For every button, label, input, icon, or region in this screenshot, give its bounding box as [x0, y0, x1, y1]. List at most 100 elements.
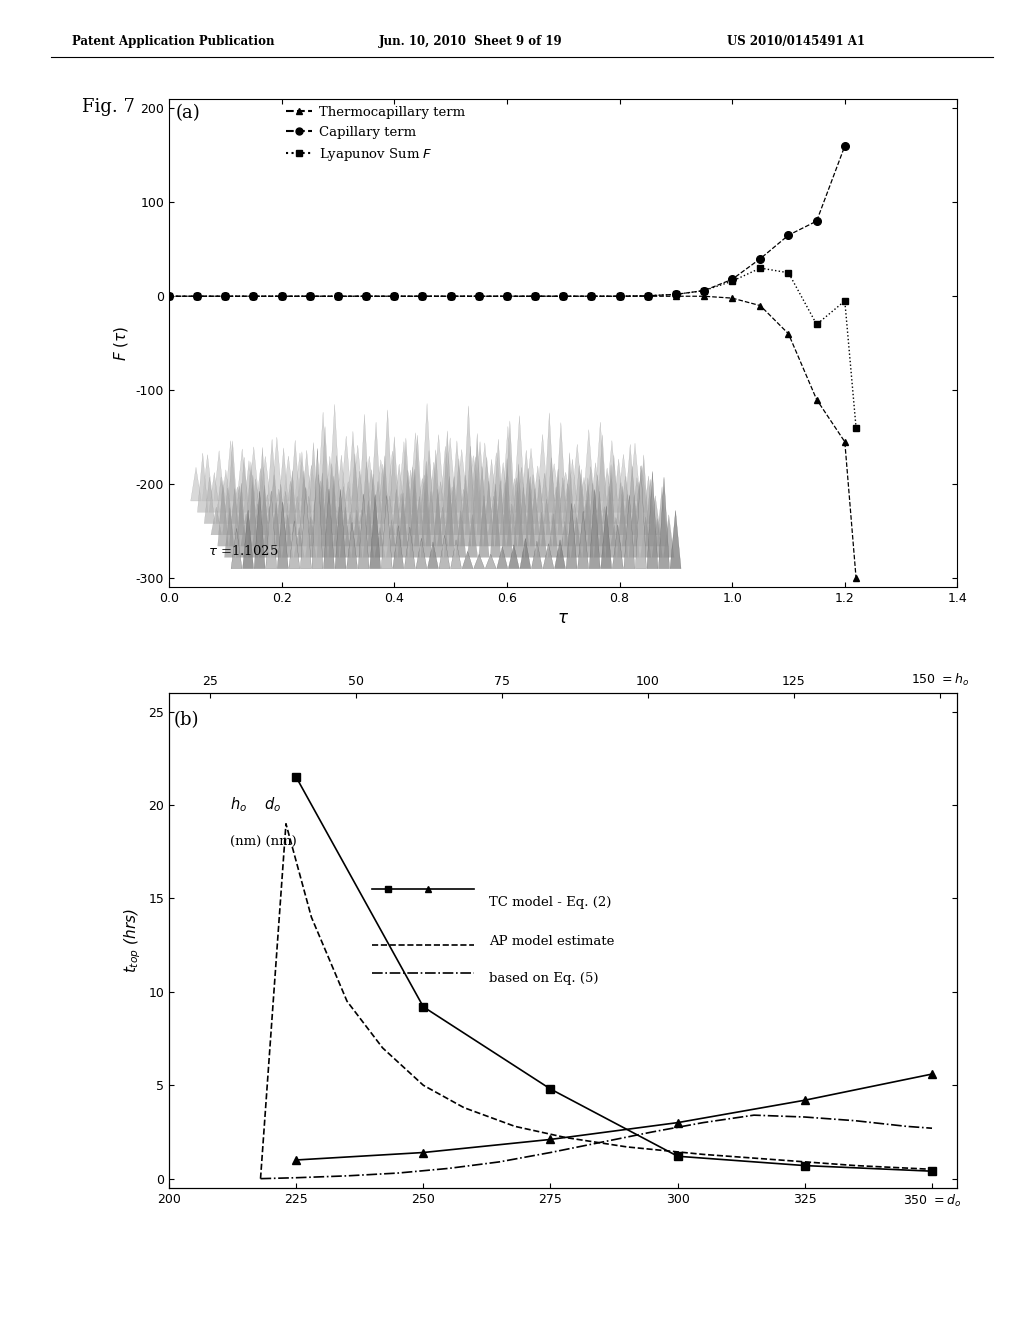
Polygon shape — [378, 465, 388, 524]
Polygon shape — [486, 459, 497, 512]
Polygon shape — [398, 442, 410, 502]
Polygon shape — [658, 478, 670, 569]
Polygon shape — [505, 421, 515, 524]
Polygon shape — [548, 513, 558, 557]
Polygon shape — [273, 490, 284, 524]
Polygon shape — [393, 525, 403, 569]
Polygon shape — [468, 455, 478, 502]
Polygon shape — [275, 484, 286, 546]
Polygon shape — [590, 462, 601, 512]
Polygon shape — [479, 442, 490, 502]
Polygon shape — [408, 467, 418, 535]
Polygon shape — [225, 441, 236, 502]
Polygon shape — [463, 405, 474, 512]
Polygon shape — [310, 498, 321, 546]
Polygon shape — [343, 482, 353, 524]
Polygon shape — [410, 469, 420, 557]
Polygon shape — [313, 474, 324, 512]
Polygon shape — [507, 504, 517, 546]
Polygon shape — [317, 412, 329, 502]
Polygon shape — [202, 454, 213, 502]
Polygon shape — [514, 416, 524, 502]
Polygon shape — [239, 457, 250, 524]
Polygon shape — [613, 459, 624, 512]
Polygon shape — [306, 465, 316, 502]
Polygon shape — [551, 487, 561, 524]
Polygon shape — [301, 450, 312, 512]
Polygon shape — [364, 500, 374, 557]
Polygon shape — [488, 496, 499, 535]
Polygon shape — [490, 484, 501, 557]
Polygon shape — [229, 488, 240, 546]
Text: US 2010/0145491 A1: US 2010/0145491 A1 — [727, 34, 865, 48]
Polygon shape — [555, 540, 565, 569]
Polygon shape — [664, 515, 674, 557]
Polygon shape — [248, 475, 258, 557]
Text: TC model - Eq. (2): TC model - Eq. (2) — [489, 896, 611, 908]
Polygon shape — [597, 434, 607, 524]
Polygon shape — [606, 465, 616, 557]
Polygon shape — [402, 470, 414, 546]
Polygon shape — [670, 511, 681, 569]
Polygon shape — [618, 454, 629, 502]
Polygon shape — [255, 469, 266, 512]
Polygon shape — [650, 495, 660, 535]
Polygon shape — [336, 455, 347, 512]
Polygon shape — [281, 491, 291, 535]
Polygon shape — [329, 477, 339, 557]
Polygon shape — [508, 545, 519, 569]
Polygon shape — [295, 453, 305, 502]
Polygon shape — [349, 454, 360, 535]
Polygon shape — [492, 453, 502, 502]
Text: (a): (a) — [176, 104, 201, 121]
Polygon shape — [578, 511, 589, 569]
Polygon shape — [465, 446, 476, 535]
Polygon shape — [485, 554, 497, 569]
Polygon shape — [529, 488, 541, 546]
Polygon shape — [432, 488, 443, 557]
Polygon shape — [624, 495, 635, 569]
Polygon shape — [290, 440, 300, 512]
Polygon shape — [338, 486, 348, 535]
Polygon shape — [354, 471, 365, 524]
Polygon shape — [327, 463, 337, 535]
Text: Patent Application Publication: Patent Application Publication — [72, 34, 274, 48]
Polygon shape — [621, 477, 631, 524]
Polygon shape — [243, 510, 254, 569]
Polygon shape — [209, 473, 219, 512]
Polygon shape — [325, 457, 335, 512]
Polygon shape — [627, 466, 638, 535]
Text: Fig. 7: Fig. 7 — [82, 98, 135, 116]
Polygon shape — [251, 479, 261, 524]
Polygon shape — [216, 477, 226, 524]
Polygon shape — [572, 445, 583, 502]
Polygon shape — [511, 478, 522, 535]
Polygon shape — [521, 450, 531, 512]
Polygon shape — [257, 447, 268, 535]
Polygon shape — [543, 544, 554, 569]
Polygon shape — [315, 480, 326, 535]
Polygon shape — [404, 527, 416, 569]
Polygon shape — [446, 487, 458, 524]
Polygon shape — [359, 414, 370, 512]
Polygon shape — [382, 409, 393, 512]
Polygon shape — [368, 474, 379, 546]
Polygon shape — [214, 450, 224, 502]
Polygon shape — [632, 478, 642, 524]
Polygon shape — [417, 478, 428, 512]
Polygon shape — [279, 447, 289, 512]
Polygon shape — [211, 507, 221, 535]
Polygon shape — [643, 477, 654, 524]
Polygon shape — [427, 543, 438, 569]
Polygon shape — [509, 478, 520, 512]
Polygon shape — [241, 513, 252, 546]
Polygon shape — [586, 467, 596, 524]
Polygon shape — [335, 490, 346, 569]
Polygon shape — [260, 457, 270, 502]
Polygon shape — [452, 441, 462, 512]
Polygon shape — [476, 466, 487, 535]
Polygon shape — [652, 519, 663, 557]
Polygon shape — [525, 449, 537, 502]
Polygon shape — [300, 487, 311, 569]
Polygon shape — [622, 494, 633, 546]
